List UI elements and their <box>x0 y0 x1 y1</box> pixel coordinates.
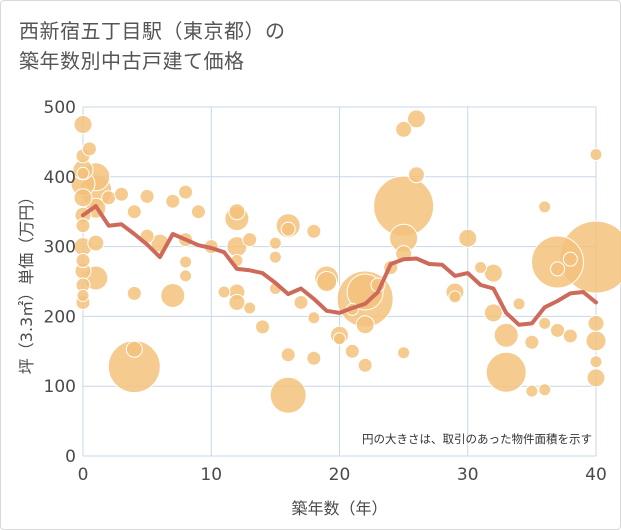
bubble-point <box>255 319 271 335</box>
bubble-point <box>538 316 552 330</box>
bubble-point <box>485 351 527 393</box>
bubble-point <box>306 223 322 239</box>
bubble-point <box>307 311 321 325</box>
bubble-point <box>280 347 296 363</box>
bubble-size-note: 円の大きさは、取引のあった物件面積を示す <box>362 432 592 446</box>
bubble-point <box>179 269 193 283</box>
bubble-point <box>139 188 155 204</box>
bubble-point <box>395 120 413 138</box>
bubble-point <box>125 340 143 358</box>
chart-title-line1: 西新宿五丁目駅（東京都）の <box>19 19 286 43</box>
bubble-point <box>73 188 93 208</box>
y-tick-label: 500 <box>44 98 76 118</box>
bubble-point <box>483 303 503 323</box>
bubble-point <box>165 193 181 209</box>
x-axis-label: 築年数（年） <box>291 499 387 518</box>
bubble-point <box>268 236 282 250</box>
bubble-point <box>306 350 322 366</box>
price-trend-line <box>81 204 598 327</box>
bubble-point <box>293 294 309 310</box>
bubble-point <box>458 228 478 248</box>
bubble-point <box>525 384 539 398</box>
bubble-point <box>562 328 578 344</box>
bubble-point <box>357 357 373 373</box>
bubble-point <box>589 355 603 369</box>
bubble-point <box>344 343 360 359</box>
bubble-point <box>589 147 603 161</box>
bubble-point <box>76 288 90 302</box>
bubble-point <box>550 261 566 277</box>
bubble-point <box>397 346 411 360</box>
bubble-point <box>228 203 246 221</box>
bubble-point <box>585 330 607 352</box>
y-axis-label: 坪（3.3㎡）単価（万円） <box>17 189 36 374</box>
bubble-point <box>550 322 566 338</box>
y-tick-label: 300 <box>44 238 76 258</box>
bubble-point <box>126 285 142 301</box>
bubble-point <box>107 340 161 394</box>
bubble-point <box>179 255 193 269</box>
bubble-point <box>87 234 105 252</box>
bubble-point <box>75 218 91 234</box>
x-tick-labels: 0 10 20 30 40 <box>78 465 607 485</box>
bubble-point <box>75 253 91 269</box>
bubble-point <box>190 204 206 220</box>
y-tick-label: 100 <box>44 377 76 397</box>
bubble-point <box>407 166 425 184</box>
bubble-point <box>76 166 90 180</box>
bubble-point <box>538 200 552 214</box>
chart-title-line2: 築年数別中古戸建て価格 <box>19 49 245 73</box>
bubble-point <box>228 293 246 311</box>
y-tick-label: 0 <box>65 447 76 467</box>
bubble-point <box>483 263 503 283</box>
bubble-point <box>448 290 462 304</box>
bubble-point <box>73 114 93 134</box>
bubble-point <box>562 251 578 267</box>
bubble-point <box>474 261 488 275</box>
bubble-point <box>586 368 606 388</box>
bubble-point <box>587 314 605 332</box>
x-tick-label: 0 <box>78 465 89 485</box>
bubble-point <box>101 190 117 206</box>
bubbles-layer <box>70 109 621 414</box>
bubble-point <box>268 250 282 264</box>
bubble-point <box>280 221 296 237</box>
y-tick-label: 200 <box>44 307 76 327</box>
bubble-point <box>333 332 346 346</box>
bubble-point <box>81 141 97 157</box>
bubble-point <box>406 109 426 129</box>
bubble-point <box>269 376 307 414</box>
x-tick-label: 30 <box>457 465 479 485</box>
bubble-point <box>512 297 526 311</box>
x-tick-label: 20 <box>329 465 351 485</box>
bubble-point <box>243 301 257 315</box>
bubble-point <box>355 315 375 335</box>
bubble-point <box>316 271 338 292</box>
bubble-point <box>126 204 142 220</box>
bubble-point <box>217 285 231 299</box>
y-tick-label: 400 <box>44 168 76 188</box>
bubble-point <box>178 184 194 200</box>
bubble-point <box>242 232 258 248</box>
x-tick-label: 40 <box>585 465 607 485</box>
bubble-point <box>160 282 186 308</box>
bubble-point <box>538 383 552 397</box>
bubble-point <box>524 334 540 350</box>
bubble-point <box>493 322 519 348</box>
chart-title: 西新宿五丁目駅（東京都）の 築年数別中古戸建て価格 <box>19 16 286 76</box>
bubble-point <box>113 186 129 202</box>
x-tick-label: 10 <box>200 465 222 485</box>
y-tick-labels: 0 100 200 300 400 500 <box>44 98 76 467</box>
